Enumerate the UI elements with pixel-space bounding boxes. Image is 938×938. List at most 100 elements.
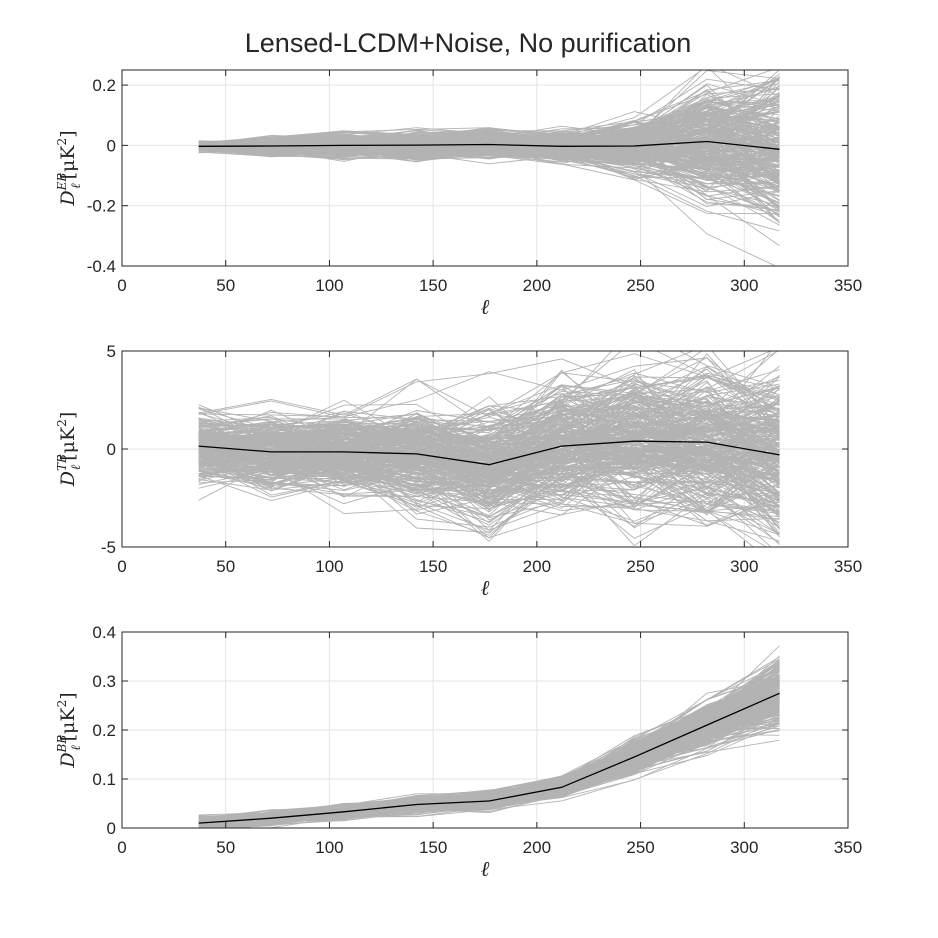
realization-line xyxy=(198,365,780,440)
x-tick-label: 0 xyxy=(117,276,126,295)
realization-line xyxy=(198,127,780,181)
realization-line xyxy=(198,435,780,468)
x-tick-label: 0 xyxy=(117,557,126,576)
realization-line xyxy=(198,415,780,448)
realization-line xyxy=(198,406,780,462)
y-tick-label: -0.2 xyxy=(87,197,116,216)
realization-line xyxy=(198,144,780,182)
mean-line xyxy=(198,140,780,150)
realization-line xyxy=(198,357,780,418)
realization-line xyxy=(198,422,780,471)
figure-title: Lensed-LCDM+Noise, No purification xyxy=(245,28,691,58)
y-tick-label: 0.4 xyxy=(92,623,116,642)
y-axis-label-part: ] xyxy=(57,130,79,137)
realization-line xyxy=(198,465,780,535)
realization-line xyxy=(198,451,780,516)
y-axis-label-part: EB xyxy=(55,173,69,192)
y-axis-label-part: [μK xyxy=(57,426,79,461)
y-axis-label-part: [μK xyxy=(57,145,79,180)
realizations-group xyxy=(198,351,780,547)
x-tick-label: 100 xyxy=(315,557,343,576)
y-tick-label: -0.4 xyxy=(87,257,116,276)
realization-line xyxy=(198,437,780,469)
realization-line xyxy=(198,444,780,517)
x-axis-label: ℓ xyxy=(481,857,490,881)
x-tick-label: 200 xyxy=(523,838,551,857)
y-tick-label: 0.3 xyxy=(92,672,116,691)
realization-line xyxy=(198,397,780,474)
realization-line xyxy=(198,149,780,232)
x-axis-label: ℓ xyxy=(481,295,490,319)
realization-line xyxy=(198,424,780,458)
y-axis-label: DBBℓ [μK2] xyxy=(55,692,84,768)
y-axis-label-part: 2 xyxy=(55,700,69,708)
realization-line xyxy=(198,436,780,509)
axes-box xyxy=(121,69,849,267)
x-tick-label: 50 xyxy=(216,557,235,576)
y-tick-label: 0 xyxy=(107,440,116,459)
x-tick-label: 300 xyxy=(730,838,758,857)
x-tick-label: 150 xyxy=(419,838,447,857)
x-tick-label: 250 xyxy=(626,838,654,857)
realization-line xyxy=(198,70,780,143)
x-tick-label: 250 xyxy=(626,276,654,295)
x-tick-label: 200 xyxy=(523,557,551,576)
subplot-eb: 0 50 100 150 200 250 300 350-0.4-0.200.2ℓDEBℓ[μ… xyxy=(55,69,862,319)
y-axis-label-part: BB xyxy=(55,735,69,754)
realization-line xyxy=(198,714,780,827)
y-axis-label: DEBℓ [μK2] xyxy=(55,130,84,206)
realization-line xyxy=(198,437,780,488)
realization-line xyxy=(198,408,780,451)
x-tick-label: 100 xyxy=(315,838,343,857)
y-axis-label-part: D xyxy=(57,752,79,768)
subplot-bb: 0 50 100 150 200 250 300 35000.10.20.30.4ℓDBBℓ[… xyxy=(55,623,862,881)
y-axis-label-part: TB xyxy=(55,454,69,471)
y-tick-label: 0 xyxy=(107,136,116,155)
x-axis-label: ℓ xyxy=(481,576,490,600)
realization-line xyxy=(198,142,780,174)
y-axis-label-part: ] xyxy=(57,692,79,699)
realization-line xyxy=(198,717,780,825)
realization-line xyxy=(198,383,780,477)
realization-line xyxy=(198,461,780,522)
x-tick-label: 150 xyxy=(419,276,447,295)
x-tick-label: 300 xyxy=(730,557,758,576)
realization-line xyxy=(198,424,780,530)
realization-line xyxy=(198,99,780,146)
realization-line xyxy=(198,376,780,439)
y-tick-label: 5 xyxy=(107,342,116,361)
realization-line xyxy=(198,446,780,547)
y-tick-label: 0 xyxy=(107,819,116,838)
realization-line xyxy=(198,461,780,527)
x-tick-label: 100 xyxy=(315,276,343,295)
x-tick-label: 300 xyxy=(730,276,758,295)
realization-line xyxy=(198,412,780,472)
x-tick-label: 350 xyxy=(834,838,862,857)
y-axis-label-part: 2 xyxy=(55,419,69,427)
x-tick-label: 350 xyxy=(834,557,862,576)
realization-line xyxy=(198,386,780,466)
y-axis-label-part: ℓ xyxy=(69,183,84,189)
realization-line xyxy=(198,400,780,457)
y-axis-label-part: D xyxy=(57,471,79,487)
realization-line xyxy=(198,460,780,513)
realization-line xyxy=(198,396,780,475)
realization-line xyxy=(198,473,780,545)
realization-line xyxy=(198,385,780,480)
y-axis-label-part: ℓ xyxy=(69,464,84,470)
mean-line xyxy=(198,692,780,824)
realization-line xyxy=(198,397,780,490)
y-tick-label: 0.2 xyxy=(92,76,116,95)
realization-line xyxy=(198,111,780,144)
realization-line xyxy=(198,94,780,157)
y-axis-label-part: 2 xyxy=(55,138,69,146)
x-tick-label: 0 xyxy=(117,838,126,857)
realization-line xyxy=(198,683,780,822)
y-axis-label-part: D xyxy=(57,190,79,206)
y-axis-label-part: ℓ xyxy=(69,745,84,751)
realization-line xyxy=(198,450,780,496)
mean-line xyxy=(198,440,780,466)
y-axis-label-part: ] xyxy=(57,412,79,419)
realization-line xyxy=(198,384,780,451)
